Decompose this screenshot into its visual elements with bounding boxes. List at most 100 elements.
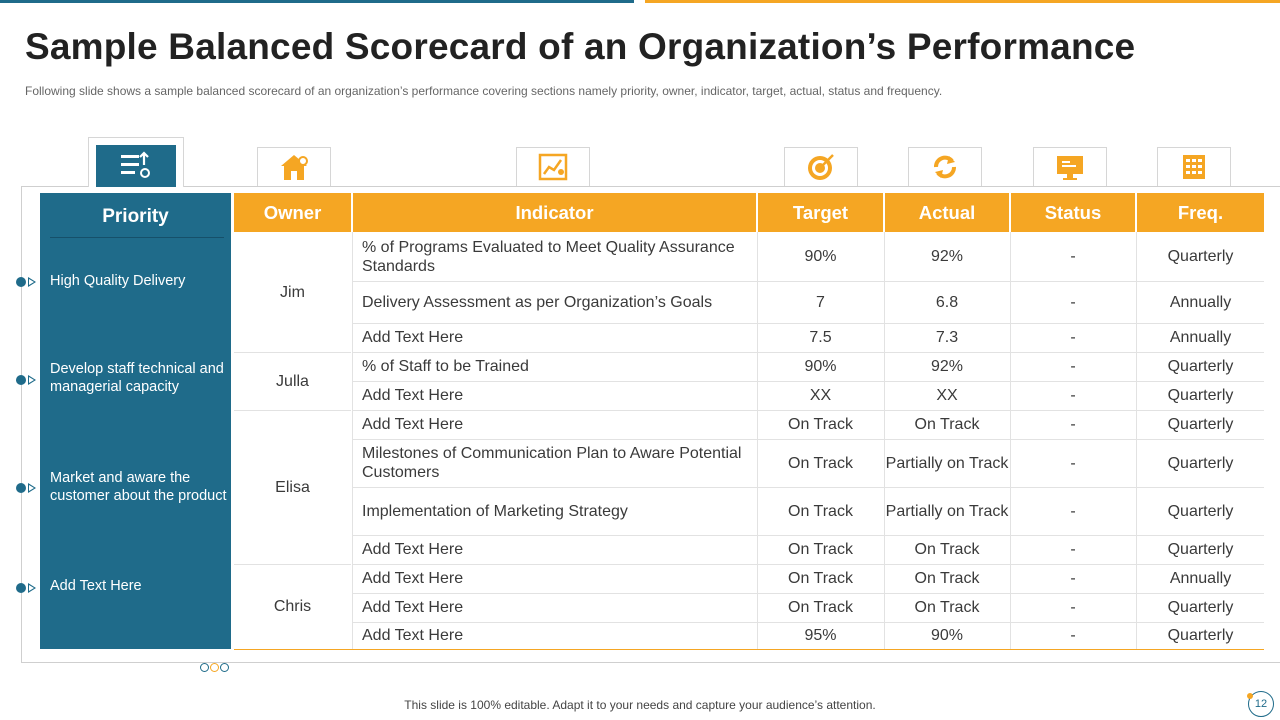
monitor-icon	[1057, 156, 1083, 180]
priority-bullet-1	[16, 276, 38, 288]
page-title: Sample Balanced Scorecard of an Organiza…	[25, 26, 1136, 67]
row-divider	[353, 352, 1264, 353]
priority-item-3: Market and aware the customer about the …	[50, 470, 227, 504]
indicator-cell: Milestones of Communication Plan to Awar…	[362, 445, 742, 481]
indicator-header: Indicator	[353, 193, 756, 232]
owner-cell: Elisa	[275, 478, 310, 496]
indicator-cell: Implementation of Marketing Strategy	[362, 502, 628, 520]
priority-item-1: High Quality Delivery	[50, 273, 186, 289]
target-cell: On Track	[788, 541, 853, 558]
target-header: Target	[758, 193, 883, 232]
actual-cell: Partially on Track	[885, 454, 1009, 472]
frequency-icon-box	[1157, 147, 1231, 186]
actual-cell: On Track	[914, 599, 980, 616]
freq-cell: Quarterly	[1167, 416, 1234, 433]
priority-column: Priority High Quality Delivery Develop s…	[40, 193, 231, 649]
freq-header: Freq.	[1137, 193, 1264, 232]
status-cell: -	[1070, 502, 1076, 520]
dot-1	[200, 663, 209, 672]
actual-icon-box	[908, 147, 982, 186]
status-cell: -	[1070, 570, 1076, 587]
target-cell: 95%	[804, 627, 837, 644]
owner-divider	[234, 410, 351, 411]
status-header: Status	[1011, 193, 1135, 232]
actual-cell: 6.8	[935, 293, 959, 311]
indicator-cell: Add Text Here	[362, 387, 464, 404]
actual-cell: On Track	[914, 541, 980, 558]
indicator-cell: % of Programs Evaluated to Meet Quality …	[362, 238, 735, 275]
freq-cell: Quarterly	[1167, 599, 1234, 616]
footer-note: This slide is 100% editable. Adapt it to…	[404, 698, 876, 712]
freq-cell: Quarterly	[1167, 541, 1234, 558]
row-divider	[353, 535, 1264, 536]
column-divider	[757, 232, 758, 649]
column-divider	[352, 232, 353, 649]
status-icon-box	[1033, 147, 1107, 186]
priority-item-2: Develop staff technical and managerial c…	[50, 361, 224, 395]
owner-divider	[234, 352, 351, 353]
status-cell: -	[1070, 358, 1076, 375]
top-accent-bar-orange	[645, 0, 1280, 3]
priority-item-4: Add Text Here	[50, 578, 142, 594]
indicator-cell: % of Staff to be Trained	[362, 358, 529, 375]
indicator-cell: Add Text Here	[362, 541, 464, 558]
row-divider	[353, 381, 1264, 382]
page-number-badge: 12	[1247, 691, 1274, 717]
column-divider	[1136, 232, 1137, 649]
pagination-dots	[200, 659, 230, 677]
freq-cell: Quarterly	[1167, 248, 1234, 265]
row-divider	[353, 281, 1264, 282]
freq-cell: Quarterly	[1167, 387, 1234, 404]
target-cell: XX	[809, 387, 832, 404]
chart-icon	[538, 153, 568, 181]
freq-cell: Annually	[1169, 329, 1232, 346]
owner-header: Owner	[234, 193, 351, 232]
status-cell: -	[1070, 627, 1076, 644]
house-icon	[281, 155, 308, 180]
target-cell: On Track	[788, 570, 853, 587]
dot-3	[220, 663, 229, 672]
target-icon-box	[784, 147, 858, 186]
column-divider	[1010, 232, 1011, 649]
target-cell: On Track	[788, 502, 853, 520]
indicator-cell: Add Text Here	[362, 599, 464, 616]
owner-icon-box	[257, 147, 331, 186]
target-cell: 7	[816, 293, 825, 311]
dot-2	[210, 663, 219, 672]
row-divider	[353, 564, 1264, 565]
indicator-cell: Add Text Here	[362, 570, 464, 587]
refresh-icon	[934, 155, 956, 179]
table-frame	[21, 186, 1280, 663]
indicator-icon-box	[516, 147, 590, 186]
priority-bullet-3	[16, 482, 38, 494]
owner-cell: Julla	[276, 372, 309, 390]
row-divider	[353, 439, 1264, 440]
priority-list-icon	[121, 150, 150, 178]
freq-cell: Annually	[1169, 293, 1232, 311]
owner-cell: Jim	[280, 283, 305, 301]
target-cell: 7.5	[809, 329, 832, 346]
actual-cell: 92%	[930, 248, 964, 265]
status-cell: -	[1070, 416, 1076, 433]
target-cell: 90%	[804, 248, 837, 265]
actual-cell: On Track	[914, 416, 980, 433]
owner-divider	[234, 564, 351, 565]
page-subtitle: Following slide shows a sample balanced …	[25, 84, 943, 98]
actual-cell: On Track	[914, 570, 980, 587]
target-cell: On Track	[788, 416, 853, 433]
target-cell: 90%	[804, 358, 837, 375]
target-icon	[808, 154, 834, 180]
priority-bullet-4	[16, 582, 38, 594]
top-accent-bar-blue	[0, 0, 634, 3]
indicator-cell: Add Text Here	[362, 416, 464, 433]
row-divider	[353, 323, 1264, 324]
actual-header: Actual	[885, 193, 1009, 232]
actual-cell: XX	[936, 387, 958, 404]
indicator-cell: Delivery Assessment as per Organization’…	[362, 293, 713, 311]
owner-cell: Chris	[273, 598, 312, 615]
priority-bullet-2	[16, 374, 38, 386]
freq-cell: Quarterly	[1167, 627, 1234, 644]
priority-icon-box	[88, 137, 184, 187]
row-divider	[353, 487, 1264, 488]
status-cell: -	[1070, 454, 1076, 472]
